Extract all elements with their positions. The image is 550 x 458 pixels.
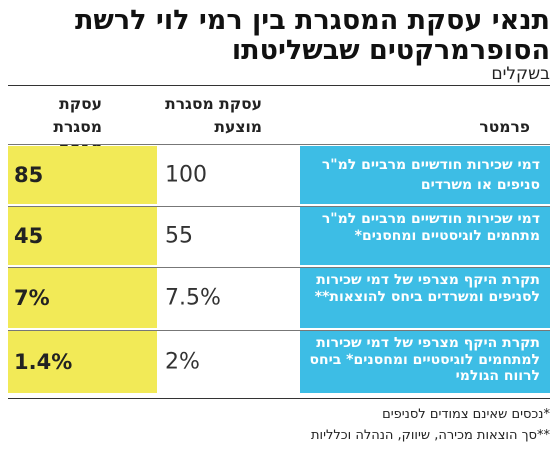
proposed-cell: 100: [157, 146, 300, 204]
bottom-divider: [8, 398, 550, 399]
deal2018-value: 1.4%: [14, 350, 73, 374]
deal2018-value: 85: [14, 163, 44, 187]
row-divider: [8, 266, 550, 268]
row-divider: [8, 205, 550, 207]
units-subtitle: בשקלים: [491, 64, 550, 84]
deal2018-cell: 7%: [8, 268, 157, 328]
table-row: דמי שכירות חודשיים מרביים למ"ר סניפים או…: [8, 146, 550, 204]
table-row: תקרת היקף מצרפי של דמי שכירות למתחמים לו…: [8, 331, 550, 393]
table-row: דמי שכירות חודשיים מרביים למ"ר מתחמים לו…: [8, 207, 550, 265]
footnote-1: *נכסים שאינם צמודים לסניפים: [382, 407, 550, 422]
proposed-cell: 2%: [157, 331, 300, 393]
deal2018-cell: 45: [8, 207, 157, 265]
proposed-value: 2%: [165, 349, 200, 375]
proposed-cell: 55: [157, 207, 300, 265]
proposed-cell: 7.5%: [157, 268, 300, 328]
footnote-2: **סך הוצאות מכירה, שיווק, הנהלה וכלליות: [311, 428, 550, 443]
deal2018-cell: 85: [8, 146, 157, 204]
row-divider: [8, 329, 550, 331]
deal2018-value: 45: [14, 224, 44, 248]
parameter-cell: דמי שכירות חודשיים מרביים למ"ר מתחמים לו…: [300, 207, 550, 265]
page-title: תנאי עסקת המסגרת בין רמי לוי לרשת הסופרמ…: [74, 5, 550, 66]
parameter-cell: תקרת היקף מצרפי של דמי שכירות למתחמים לו…: [300, 331, 550, 393]
proposed-value: 100: [165, 162, 207, 188]
column-header-parameter: פרמטר: [479, 118, 530, 136]
parameter-cell: דמי שכירות חודשיים מרביים למ"ר סניפים או…: [300, 146, 550, 204]
table-header: פרמטר עסקת מסגרת מוצעת עסקת מסגרת 2018: [8, 93, 550, 159]
deal2018-cell: 1.4%: [8, 331, 157, 393]
row-divider: [8, 144, 550, 145]
column-header-proposed: עסקת מסגרת מוצעת: [165, 95, 262, 136]
infographic: תנאי עסקת המסגרת בין רמי לוי לרשת הסופרמ…: [8, 0, 550, 458]
deal2018-value: 7%: [14, 286, 50, 310]
proposed-value: 7.5%: [165, 285, 221, 311]
parameter-cell: תקרת היקף מצרפי של דמי שכירות לסניפים ומ…: [300, 268, 550, 328]
table-row: תקרת היקף מצרפי של דמי שכירות לסניפים ומ…: [8, 268, 550, 328]
top-divider: [8, 85, 550, 86]
proposed-value: 55: [165, 223, 193, 249]
